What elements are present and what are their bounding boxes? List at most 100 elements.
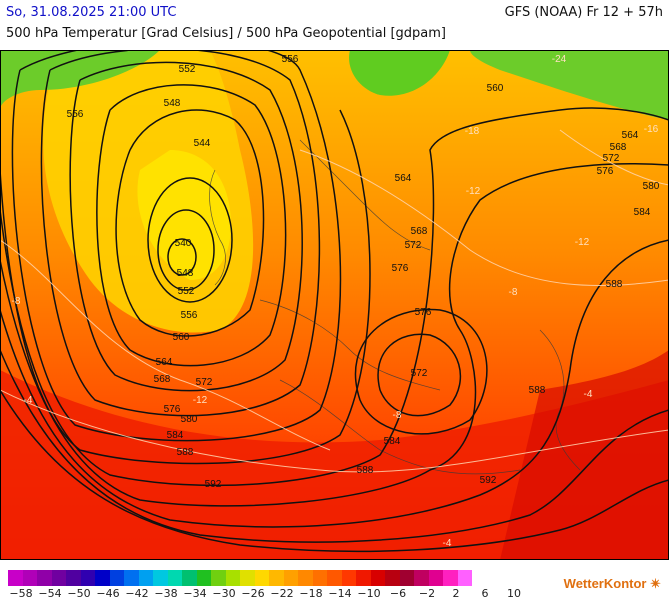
color-scale-tick: −10 [357,587,381,600]
color-scale-swatches [8,570,472,586]
geopotential-label: 556 [67,109,84,120]
color-scale-tick: −26 [241,587,265,600]
color-scale-tick: 10 [507,587,521,600]
geopotential-label: 568 [154,374,171,385]
wetterkontor-logo: WetterKontor ✴ [564,576,661,592]
temperature-label: -12 [575,237,590,248]
color-swatch [312,570,327,586]
temperature-label: -8 [509,287,518,298]
color-swatch [225,570,240,586]
color-swatch [254,570,269,586]
geopotential-label: 572 [405,240,422,251]
color-scale-tick: −6 [389,587,407,600]
weather-map: 552 556 556 548 544 540 548 552 556 560 … [0,50,669,560]
color-swatch [153,570,168,586]
color-scale-tick: −18 [299,587,323,600]
geopotential-label: 580 [643,181,660,192]
isotherms [0,129,669,473]
green-region-n [349,50,450,96]
geopotential-label: 544 [194,138,211,149]
geopotential-label: 552 [179,64,196,75]
geopotential-label: 592 [480,475,497,486]
temperature-label: -4 [584,389,593,400]
color-swatch [240,570,255,586]
color-scale-tick: −2 [418,587,436,600]
logo-text: WetterKontor [563,576,647,591]
temperature-label: -8 [393,410,402,421]
temperature-label: -16 [644,124,659,135]
geopotential-label: 584 [384,436,401,447]
geopotential-label: 588 [529,385,546,396]
color-swatch [182,570,197,586]
color-scale: −58 −54 −50 −46 −42 −38 −34 −30 −26 −22 −18 −14 −10−… [0,565,669,600]
color-swatch [385,570,400,586]
model-run: GFS (NOAA) Fr 12 + 57h [504,5,663,20]
color-swatch [356,570,371,586]
geopotential-label: 568 [411,226,428,237]
geopotential-label: 592 [205,479,222,490]
color-swatch [428,570,443,586]
geopotential-label: 572 [603,153,620,164]
color-swatch [211,570,226,586]
temperature-label: -24 [552,54,567,65]
geopotential-label: 564 [395,173,412,184]
geopotential-label: 540 [175,238,192,249]
header-row-1: So, 31.08.2025 21:00 UTC GFS (NOAA) Fr 1… [0,0,669,20]
green-region-ne [470,50,669,120]
warm-region [0,370,669,560]
temperature-label: -12 [193,395,208,406]
color-swatch [399,570,414,586]
color-scale-tick: −50 [67,587,91,600]
geopotential-label: 572 [196,377,213,388]
color-swatch [298,570,313,586]
color-scale-tick: −42 [125,587,149,600]
geopotential-label: 548 [177,268,194,279]
geopotential-label: 576 [392,263,409,274]
color-swatch [457,570,472,586]
geopotential-label: 584 [634,207,651,218]
temperature-label-group: -24 -18 -16 -12 -12 -12 -8 -8 -8 -4 -4 -… [12,54,659,549]
color-swatch [138,570,153,586]
geopotential-label: 588 [606,279,623,290]
color-swatch [269,570,284,586]
color-scale-tick: 2 [452,587,460,600]
color-swatch [66,570,81,586]
color-swatch [196,570,211,586]
temperature-label: -12 [466,186,481,197]
geopotential-label: 580 [181,414,198,425]
color-scale-tick: −46 [96,587,120,600]
coastlines [209,139,581,475]
geopotential-label: 556 [282,54,299,65]
geopotential-label: 588 [177,447,194,458]
geopotential-label-group: 552 556 556 548 544 540 548 552 556 560 … [67,54,660,490]
color-scale-tick: −34 [183,587,207,600]
color-swatch [95,570,110,586]
geopotential-label: 560 [487,83,504,94]
color-swatch [124,570,139,586]
map-subtitle: 500 hPa Temperatur [Grad Celsius] / 500 … [6,26,447,41]
geopotential-label: 576 [415,307,432,318]
geopotential-contours [0,50,669,553]
color-scale-tick: −54 [38,587,62,600]
geopotential-label: 552 [178,286,195,297]
color-scale-tick: −22 [270,587,294,600]
geopotential-label: 560 [173,332,190,343]
geopotential-label: 556 [181,310,198,321]
color-scale-tick: −38 [154,587,178,600]
color-scale-tick: −30 [212,587,236,600]
color-swatch [443,570,458,586]
geopotential-label: 568 [610,142,627,153]
color-swatch [22,570,37,586]
color-swatch [341,570,356,586]
color-scale-tick: −58 [9,587,33,600]
color-swatch [414,570,429,586]
geopotential-label: 572 [411,368,428,379]
cold-core [137,150,231,280]
temperature-label: -18 [465,126,480,137]
color-swatch [51,570,66,586]
logo-mark: ✴ [650,576,661,591]
header-row-2: 500 hPa Temperatur [Grad Celsius] / 500 … [0,23,669,43]
color-swatch [327,570,342,586]
color-swatch [8,570,23,586]
color-swatch [167,570,182,586]
